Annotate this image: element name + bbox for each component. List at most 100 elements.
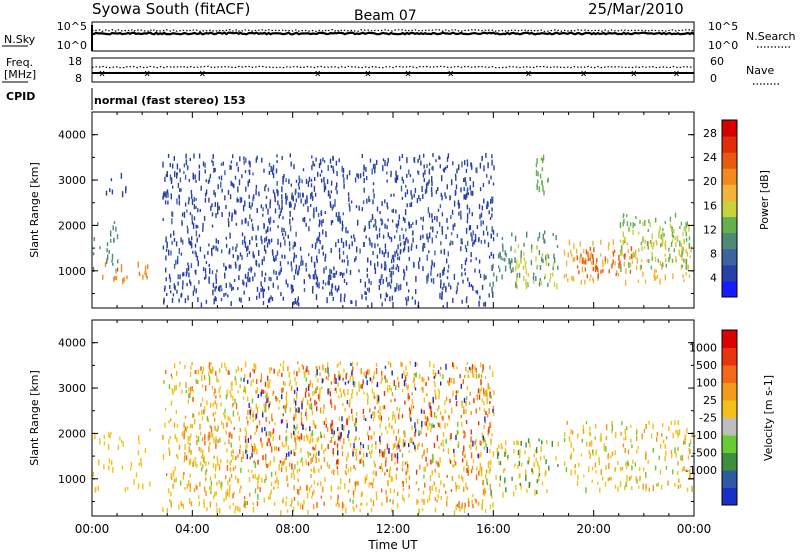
data-cell bbox=[572, 257, 574, 263]
data-cell bbox=[230, 264, 232, 269]
data-cell bbox=[547, 254, 550, 259]
data-cell bbox=[303, 288, 306, 292]
data-cell bbox=[270, 489, 272, 495]
data-cell bbox=[608, 269, 610, 274]
data-cell bbox=[249, 372, 251, 378]
data-cell bbox=[366, 176, 368, 181]
data-cell bbox=[466, 204, 469, 210]
data-cell bbox=[486, 396, 489, 400]
data-cell bbox=[229, 232, 231, 239]
data-cell bbox=[166, 241, 168, 247]
data-cell bbox=[486, 413, 489, 418]
data-cell bbox=[466, 194, 468, 199]
data-cell bbox=[198, 174, 200, 181]
data-cell bbox=[168, 249, 170, 256]
data-cell bbox=[355, 417, 357, 423]
data-cell bbox=[614, 260, 616, 266]
data-cell bbox=[544, 230, 546, 235]
data-cell bbox=[296, 396, 298, 400]
data-cell bbox=[372, 411, 374, 416]
data-cell bbox=[230, 394, 232, 398]
data-cell bbox=[189, 371, 192, 377]
data-cell bbox=[642, 467, 645, 472]
data-cell bbox=[389, 236, 391, 240]
data-cell bbox=[263, 245, 266, 252]
data-cell bbox=[282, 460, 284, 466]
data-cell bbox=[261, 270, 263, 277]
data-cell bbox=[268, 420, 271, 424]
data-cell bbox=[214, 417, 216, 422]
data-cell bbox=[516, 284, 518, 290]
data-cell bbox=[225, 495, 227, 501]
data-cell bbox=[312, 195, 314, 201]
data-cell bbox=[349, 442, 352, 447]
data-cell bbox=[417, 261, 420, 266]
data-cell bbox=[190, 189, 193, 194]
data-cell bbox=[483, 198, 485, 204]
data-cell bbox=[683, 279, 685, 283]
colorbar-tick-label: -1000 bbox=[685, 464, 717, 477]
data-cell bbox=[215, 285, 217, 289]
colorbar-swatch bbox=[722, 120, 737, 137]
data-cell bbox=[323, 160, 326, 163]
nsky-trace bbox=[91, 25, 695, 51]
data-cell bbox=[422, 225, 424, 231]
data-cell bbox=[384, 448, 386, 455]
data-cell bbox=[355, 426, 357, 432]
data-cell bbox=[163, 379, 165, 384]
data-cell bbox=[433, 380, 435, 384]
data-cell bbox=[221, 362, 223, 368]
data-cell bbox=[172, 293, 175, 297]
y-tick-label: 2000 bbox=[58, 219, 86, 232]
data-cell bbox=[464, 502, 466, 508]
data-cell bbox=[470, 232, 472, 237]
data-cell bbox=[435, 486, 437, 492]
data-cell bbox=[672, 432, 674, 439]
data-cell bbox=[315, 242, 317, 247]
data-cell bbox=[310, 183, 313, 188]
data-cell bbox=[525, 469, 527, 473]
data-cell bbox=[294, 203, 296, 208]
data-cell bbox=[538, 475, 540, 482]
data-cell bbox=[227, 217, 230, 222]
data-cell bbox=[408, 407, 411, 412]
data-cell bbox=[535, 163, 538, 168]
data-cell bbox=[491, 226, 493, 233]
data-cell bbox=[316, 386, 318, 390]
data-cell bbox=[371, 388, 374, 394]
data-cell bbox=[429, 232, 431, 239]
data-cell bbox=[519, 482, 521, 486]
data-cell bbox=[348, 196, 350, 202]
data-cell bbox=[392, 264, 395, 270]
data-cell bbox=[295, 442, 297, 446]
data-cell bbox=[679, 254, 682, 258]
data-cell bbox=[492, 451, 495, 457]
data-cell bbox=[394, 235, 396, 239]
data-cell bbox=[165, 255, 167, 261]
data-cell bbox=[338, 436, 341, 440]
data-cell bbox=[677, 461, 679, 466]
data-cell bbox=[200, 185, 202, 191]
data-cell bbox=[198, 280, 200, 285]
data-cell bbox=[234, 175, 237, 180]
data-cell bbox=[650, 242, 653, 247]
data-cell bbox=[309, 452, 312, 456]
data-cell bbox=[670, 420, 673, 425]
data-cell bbox=[655, 217, 657, 223]
data-cell bbox=[438, 445, 440, 449]
data-cell bbox=[624, 253, 626, 257]
data-cell bbox=[281, 372, 283, 377]
velocity-ylabel: Slant Range [km] bbox=[28, 370, 41, 466]
data-cell bbox=[396, 175, 399, 181]
data-cell bbox=[423, 449, 425, 455]
data-cell bbox=[302, 260, 304, 266]
data-cell bbox=[307, 386, 310, 391]
data-cell bbox=[589, 432, 592, 437]
data-cell bbox=[388, 447, 390, 454]
data-cell bbox=[495, 474, 497, 480]
data-cell bbox=[282, 360, 285, 365]
data-cell bbox=[375, 491, 378, 496]
data-cell bbox=[446, 301, 448, 308]
data-cell bbox=[408, 169, 410, 175]
